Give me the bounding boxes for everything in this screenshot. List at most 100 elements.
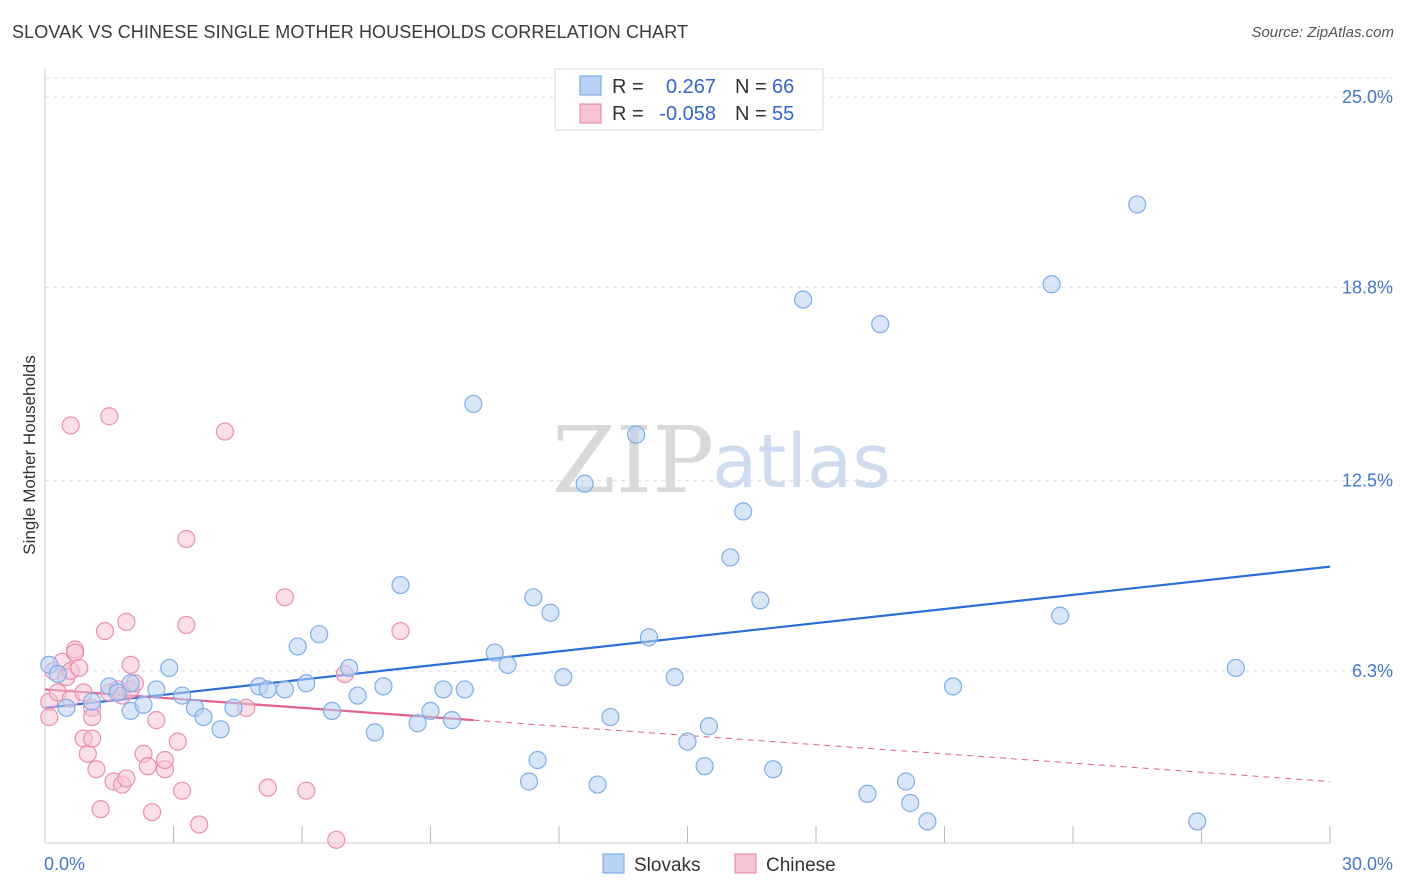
watermark-zip-text: ZIP xyxy=(552,407,714,514)
point-chinese xyxy=(155,750,175,770)
point-slovaks xyxy=(408,714,427,733)
point-chinese xyxy=(83,729,102,748)
legend-n-value-chinese: 55 xyxy=(772,103,794,125)
point-slovaks xyxy=(172,686,192,705)
point-chinese xyxy=(78,744,97,763)
point-slovaks xyxy=(721,548,740,567)
point-slovaks xyxy=(678,732,697,751)
point-slovaks xyxy=(83,692,102,711)
point-slovaks xyxy=(626,425,646,444)
point-slovaks xyxy=(1226,658,1245,678)
point-slovaks xyxy=(541,603,560,622)
watermark: ZIP atlas xyxy=(552,407,891,514)
point-slovaks xyxy=(310,625,329,644)
point-slovaks xyxy=(442,711,462,730)
legend-r-label-chinese: R = xyxy=(612,103,644,125)
point-slovaks xyxy=(455,680,474,699)
trend-line-slovaks xyxy=(44,565,1331,709)
point-slovaks xyxy=(528,750,547,770)
point-chinese xyxy=(142,803,162,822)
point-slovaks xyxy=(374,677,393,696)
legend-n-value-slovaks: 66 xyxy=(772,76,794,98)
point-slovaks xyxy=(498,655,517,674)
source-note: Source: ZipAtlas.com xyxy=(1251,24,1394,41)
trend-line-chinese-extension xyxy=(473,719,1331,783)
point-slovaks xyxy=(121,674,140,693)
point-slovaks xyxy=(258,680,277,699)
series-chinese-points xyxy=(40,407,410,849)
point-slovaks xyxy=(554,668,573,687)
point-slovaks xyxy=(699,717,719,736)
point-slovaks xyxy=(211,720,230,739)
point-chinese xyxy=(391,621,410,641)
point-chinese xyxy=(61,416,80,435)
point-slovaks xyxy=(340,658,359,678)
point-slovaks xyxy=(57,698,76,717)
series-slovaks-points xyxy=(40,195,1245,831)
point-slovaks xyxy=(365,723,384,742)
point-slovaks xyxy=(943,677,963,696)
point-slovaks xyxy=(1128,195,1147,214)
point-slovaks xyxy=(421,701,440,721)
legend-r-value-slovaks: 0.267 xyxy=(666,76,716,98)
y-axis-label: Single Mother Households xyxy=(20,355,39,554)
point-slovaks xyxy=(896,772,916,791)
point-slovaks xyxy=(348,686,367,705)
bottom-legend-swatch-chinese xyxy=(734,853,757,874)
point-slovaks xyxy=(134,695,153,714)
y-tick-label: 12.5% xyxy=(1342,471,1393,491)
point-chinese xyxy=(147,711,166,730)
point-slovaks xyxy=(764,760,783,779)
point-chinese xyxy=(83,707,102,727)
legend-r-label-slovaks: R = xyxy=(612,76,644,98)
point-slovaks xyxy=(288,637,307,656)
point-chinese xyxy=(117,612,136,631)
point-slovaks xyxy=(160,658,179,678)
point-chinese xyxy=(100,407,119,426)
point-chinese xyxy=(65,643,85,662)
point-slovaks xyxy=(639,628,659,647)
legend-r-value-chinese: -0.058 xyxy=(659,103,716,125)
point-chinese xyxy=(117,769,136,788)
bottom-legend: Slovaks Chinese xyxy=(602,853,836,876)
point-slovaks xyxy=(601,707,620,727)
point-chinese xyxy=(95,621,115,641)
point-slovaks xyxy=(588,775,607,794)
legend-box: R = 0.267 N = 66 R = -0.058 N = 55 xyxy=(554,68,824,131)
point-slovaks xyxy=(858,784,877,803)
legend-n-label-chinese: N = xyxy=(735,103,767,125)
y-tick-labels: 6.3% 12.5% 18.8% 25.0% xyxy=(1342,87,1393,681)
point-slovaks xyxy=(665,668,684,687)
point-slovaks xyxy=(524,588,543,607)
point-slovaks xyxy=(322,701,342,721)
point-slovaks xyxy=(434,680,453,699)
point-chinese xyxy=(121,655,140,674)
y-tick-label: 18.8% xyxy=(1342,277,1393,297)
bottom-legend-swatch-slovaks xyxy=(602,853,625,874)
watermark-atlas-text: atlas xyxy=(712,419,891,505)
point-chinese xyxy=(138,757,157,776)
point-slovaks xyxy=(464,394,483,414)
point-slovaks xyxy=(1188,812,1207,831)
point-chinese xyxy=(275,588,294,607)
point-slovaks xyxy=(391,575,410,595)
point-slovaks xyxy=(108,683,127,702)
chart-title: SLOVAK VS CHINESE SINGLE MOTHER HOUSEHOL… xyxy=(12,22,689,42)
point-slovaks xyxy=(147,680,166,699)
point-chinese xyxy=(87,760,106,779)
point-slovaks xyxy=(901,793,920,813)
point-slovaks xyxy=(194,707,213,727)
legend-n-label-slovaks: N = xyxy=(735,76,767,98)
point-slovaks xyxy=(224,698,243,717)
point-slovaks xyxy=(48,664,67,684)
point-slovaks xyxy=(695,757,714,776)
point-chinese xyxy=(172,781,192,800)
point-slovaks xyxy=(794,290,813,309)
point-slovaks xyxy=(275,680,294,699)
legend-swatch-chinese xyxy=(579,103,602,124)
y-tick-label: 25.0% xyxy=(1342,87,1393,107)
point-chinese xyxy=(177,529,196,549)
x-tick-label-right: 30.0% xyxy=(1342,854,1393,874)
point-chinese xyxy=(168,732,187,751)
